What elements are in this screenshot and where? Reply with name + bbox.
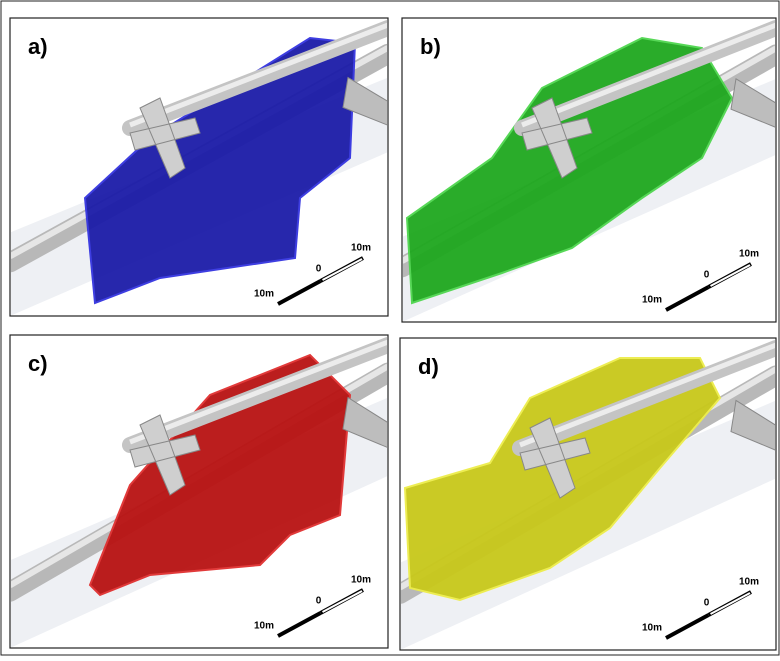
panel: a) 10m 0 10m (10, 18, 388, 316)
scale-label: 10m (739, 577, 759, 588)
scale-label: 10m (739, 249, 759, 260)
scale-label: 0 (316, 264, 322, 275)
panel-label: b) (420, 34, 441, 59)
panel: c) 10m 0 10m (10, 335, 388, 648)
scale-label: 10m (642, 623, 662, 634)
scale-label: 10m (351, 243, 371, 254)
panel-label: c) (28, 351, 48, 376)
panel: d) 10m 0 10m (400, 338, 776, 650)
scale-label: 10m (254, 621, 274, 632)
figure: a) 10m 0 10m b) 10m 0 10m c) 10m 0 10m d) 10m 0 10m (0, 0, 780, 656)
panel-label: d) (418, 354, 439, 379)
page: a)10m010mb)10m010mc)10m010md)10m010m (()… (0, 0, 780, 656)
panel: b) 10m 0 10m (402, 18, 776, 322)
panel-label: a) (28, 34, 48, 59)
scale-label: 10m (351, 575, 371, 586)
scale-label: 10m (642, 295, 662, 306)
scale-label: 0 (316, 596, 322, 607)
scale-label: 10m (254, 289, 274, 300)
scale-label: 0 (704, 598, 710, 609)
scale-label: 0 (704, 270, 710, 281)
